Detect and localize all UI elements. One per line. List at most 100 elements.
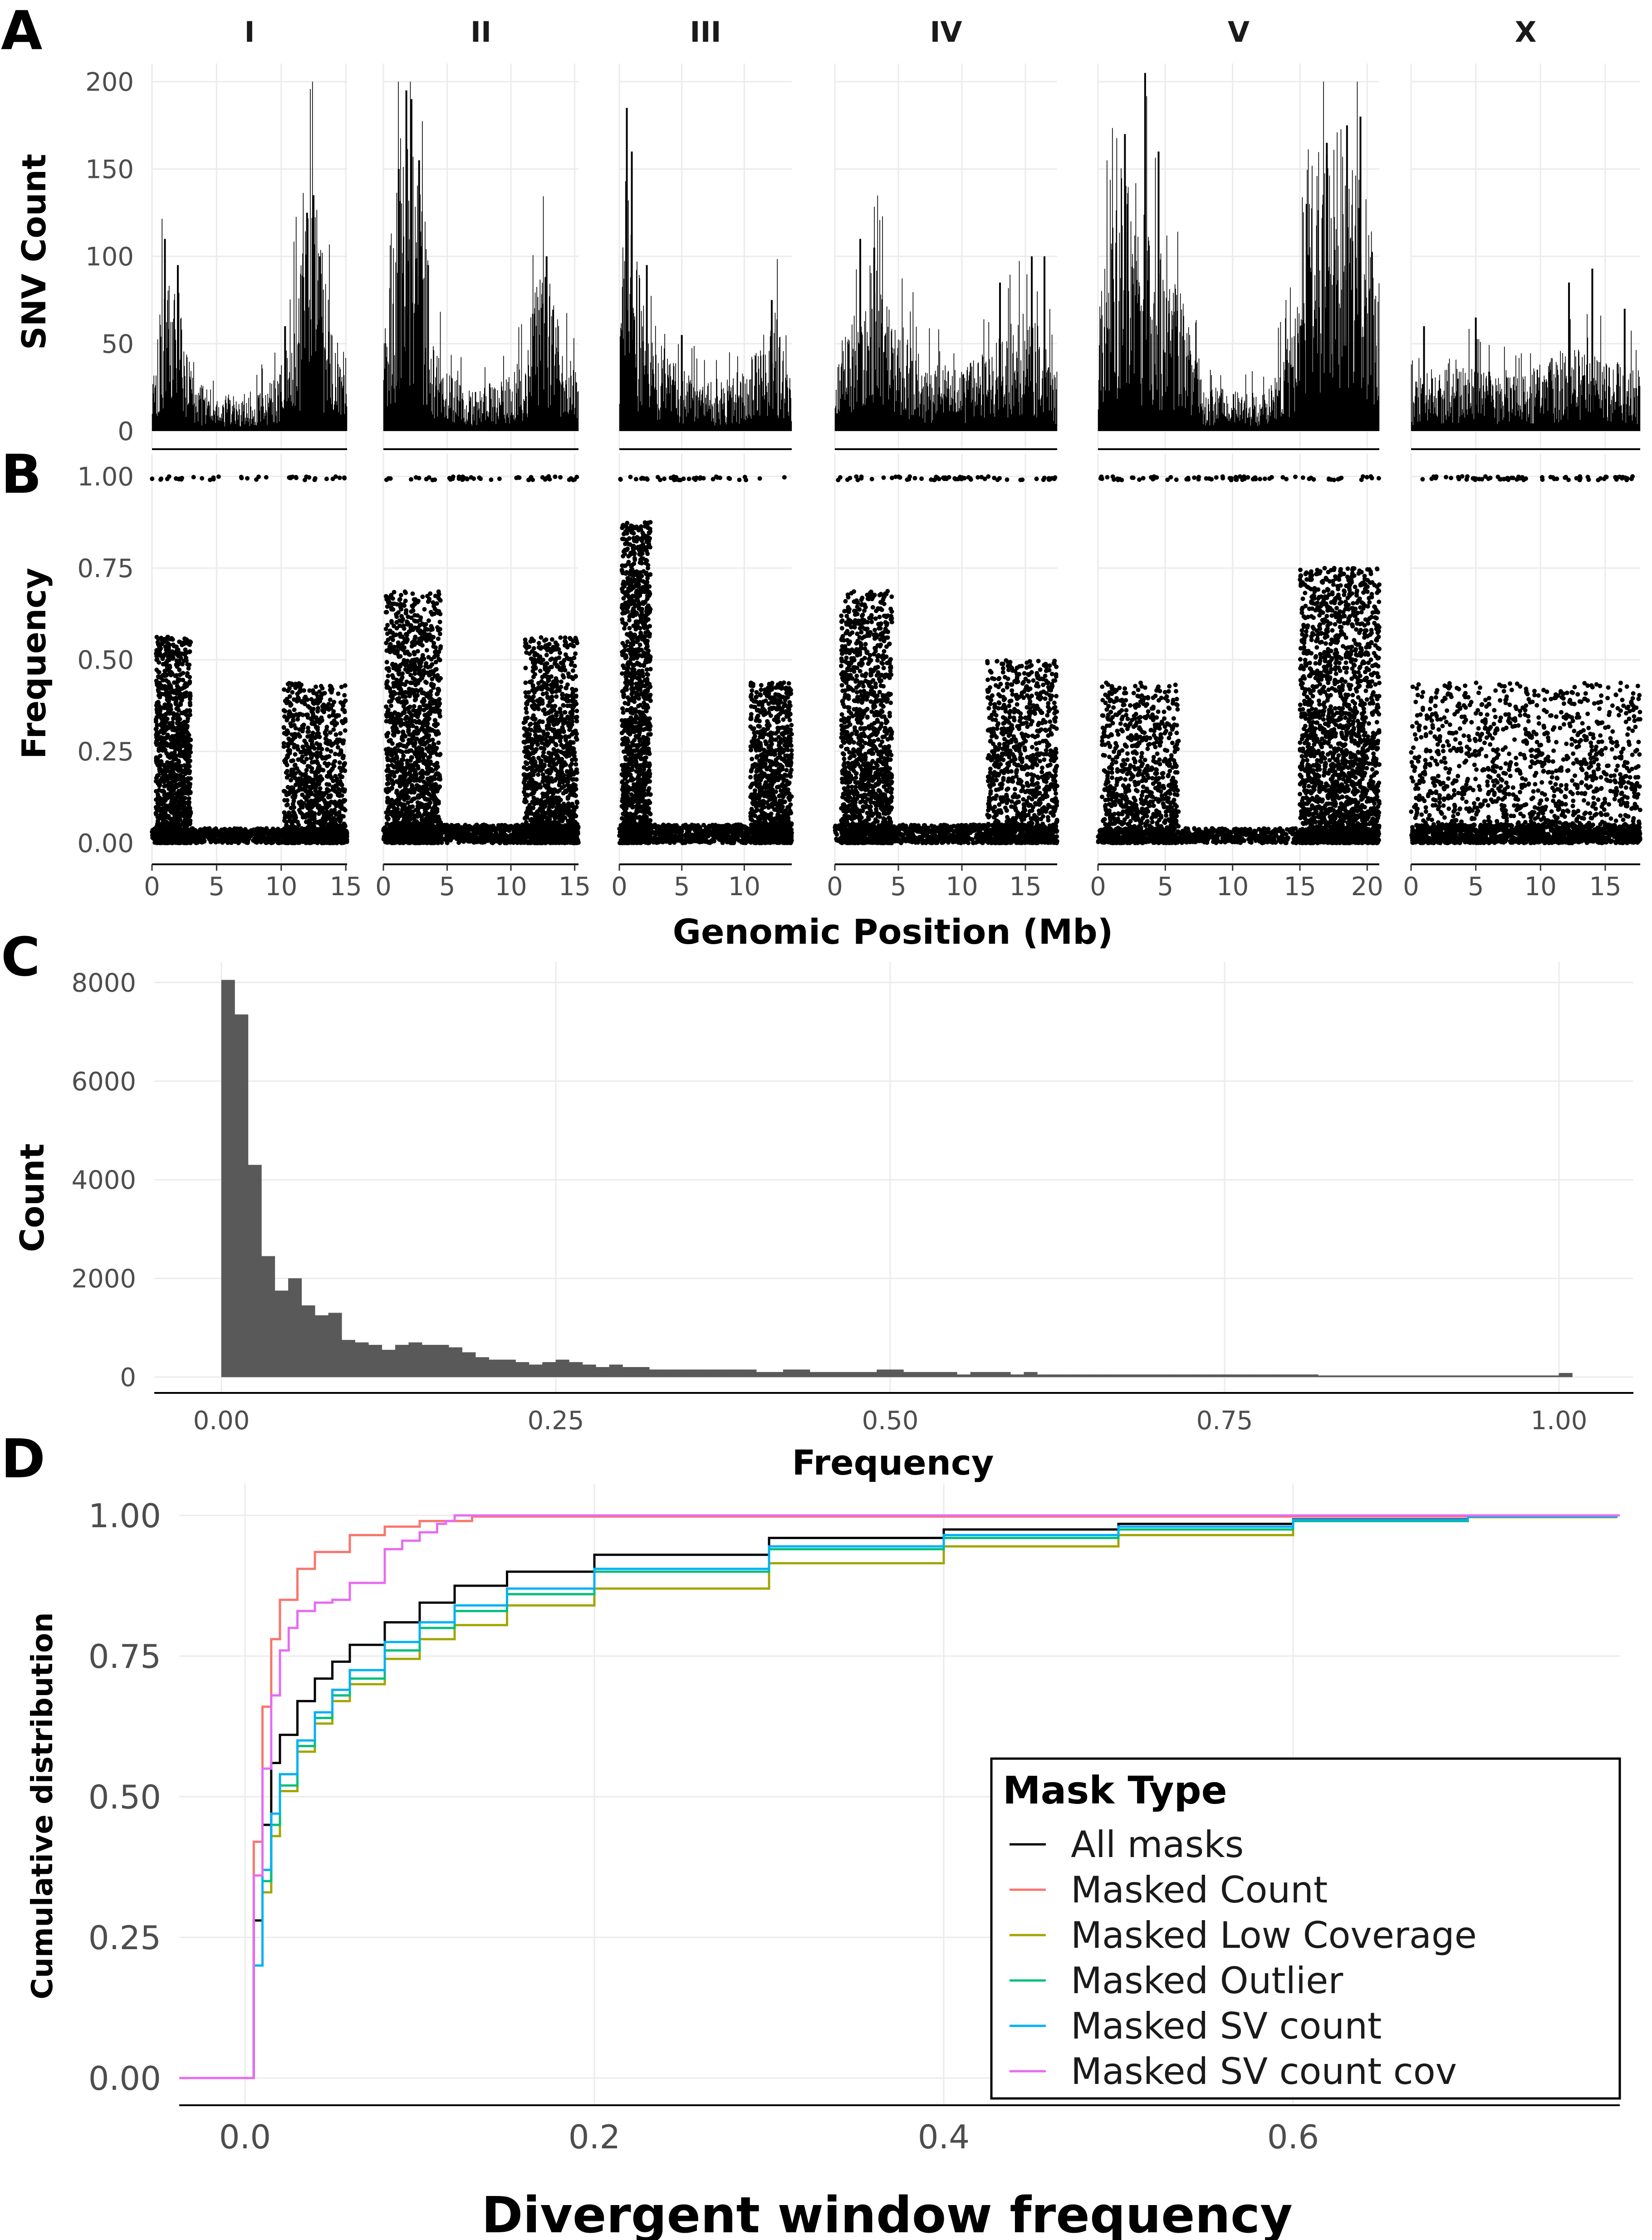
panel-b-snv-point: [282, 687, 287, 692]
panel-b-snv-point: [175, 679, 180, 684]
panel-b-snv-point: [170, 725, 175, 730]
panel-b-snv-point: [284, 775, 289, 780]
panel-label-a: A: [1, 0, 42, 62]
panel-b-snv-point: [294, 766, 299, 771]
panel-b-snv-point: [157, 660, 162, 665]
panel-b-snv-point: [183, 655, 188, 660]
panel-b-snv-point: [175, 683, 180, 688]
panel-b-snv-point: [174, 765, 179, 770]
panel-b-snv-point: [175, 737, 180, 742]
panel-b-snv-point: [175, 712, 180, 717]
panel-b-snv-point: [161, 662, 166, 667]
panel-b-snv-point: [162, 721, 167, 725]
panel-b-snv-point: [177, 806, 182, 811]
panel-b-snv-point: [317, 789, 322, 794]
panel-b-snv-point: [166, 699, 171, 704]
panel-b-snv-point: [167, 711, 172, 716]
panel-b-snv-point: [162, 637, 167, 642]
panel-b-snv-point: [330, 713, 335, 718]
panel-b-snv-point: [154, 678, 159, 683]
panel-b-snv-point: [342, 693, 347, 698]
panel-b-snv-point: [291, 799, 296, 804]
panel-b-snv-point: [162, 714, 167, 719]
panel-a-facet-I: I: [151, 15, 348, 450]
panel-b-snv-point: [157, 801, 162, 806]
panel-b-snv-point: [289, 732, 294, 737]
panel-a-facet-label-IV: IV: [930, 15, 962, 49]
panel-b-snv-point: [324, 755, 329, 760]
panel-b-snv-point: [187, 662, 192, 667]
panel-b-snv-point: [296, 757, 301, 762]
panel-b-snv-point: [294, 789, 299, 794]
panel-b-facet-I: 0 5 10 15: [144, 454, 362, 902]
panel-b-snv-point: [293, 752, 298, 757]
panel-b-snv-point: [305, 734, 310, 739]
panel-b-snv-point: [180, 642, 185, 647]
panel-b-snv-point: [170, 770, 175, 774]
panel-label-c: C: [1, 926, 40, 988]
panel-b-snv-point: [314, 741, 319, 746]
panel-b-snv-point: [181, 820, 186, 825]
panel-b-snv-point: [319, 805, 324, 810]
panel-b-snv-point: [317, 689, 322, 694]
panel-b-snv-point: [303, 694, 308, 699]
panel-b-snv-point: [308, 799, 313, 804]
panel-b-snv-point: [286, 700, 291, 705]
panel-label-b: B: [1, 443, 42, 505]
panel-b-snv-point: [333, 723, 338, 728]
panel-b-snv-point: [336, 713, 341, 718]
panel-b-snv-point: [177, 653, 182, 658]
panel-b-snv-point: [162, 652, 167, 657]
panel-b-snv-point: [173, 753, 178, 758]
panel-b-snv-point: [176, 817, 181, 822]
panel-b-snv-point: [281, 725, 286, 730]
panel-b-snv-point: [167, 721, 172, 726]
panel-b-snv-point: [170, 656, 175, 661]
panel-b-snv-point: [300, 729, 305, 734]
panel-b-snv-point: [183, 748, 188, 753]
panel-b-snv-point: [187, 675, 192, 680]
panel-b-snv-point: [176, 799, 181, 804]
panel-b-snv-point: [321, 768, 326, 773]
panel-b-snv-point: [177, 667, 182, 672]
panel-b-snv-point: [154, 742, 159, 747]
panel-b-snv-point: [298, 685, 303, 690]
panel-b-snv-point: [332, 810, 337, 815]
panel-b-snv-point: [338, 782, 343, 787]
panel-b-snv-point: [287, 709, 292, 714]
panel-b-snv-point: [333, 774, 338, 779]
panel-b-snv-point: [166, 754, 171, 759]
panel-b-snv-point: [314, 759, 319, 764]
panel-b-xlabel: Genomic Position (Mb): [673, 912, 1113, 952]
panel-b-snv-point: [293, 813, 298, 818]
panel-b-snv-point: [157, 748, 162, 753]
panel-b-snv-point: [154, 635, 159, 640]
panel-b-snv-point: [165, 665, 170, 670]
panel-b-snv-point: [305, 725, 310, 730]
panel-b-snv-point: [155, 708, 160, 713]
panel-b-snv-point: [326, 814, 331, 819]
panel-b-snv-point: [285, 730, 290, 735]
panel-b-snv-point: [341, 806, 346, 811]
panel-b-snv-point: [185, 708, 190, 713]
panel-b-snv-point: [319, 684, 324, 689]
panel-b-snv-point: [188, 790, 193, 795]
panel-b-snv-point: [169, 760, 174, 765]
panel-b-snv-point: [322, 703, 327, 708]
panel-b-frequency-scatter: Frequency Genomic Position (Mb) 0 5 10 15 0 5…: [15, 454, 1642, 952]
panel-b-snv-point: [180, 739, 185, 744]
panel-b-snv-point: [186, 739, 191, 744]
panel-b-snv-point: [164, 678, 169, 683]
panel-b-snv-point: [184, 683, 189, 688]
panel-b-snv-point: [285, 798, 290, 803]
panel-b-snv-point: [331, 817, 336, 822]
panel-b-snv-point: [299, 700, 304, 705]
panel-b-snv-point: [154, 703, 159, 708]
panel-b-snv-point: [168, 707, 173, 712]
panel-b-snv-point: [185, 821, 190, 826]
panel-b-snv-point: [340, 738, 345, 743]
panel-b-snv-point: [304, 756, 309, 761]
panel-b-snv-point: [183, 649, 188, 654]
panel-b-snv-point: [292, 707, 297, 712]
panel-b-snv-point: [164, 735, 169, 740]
